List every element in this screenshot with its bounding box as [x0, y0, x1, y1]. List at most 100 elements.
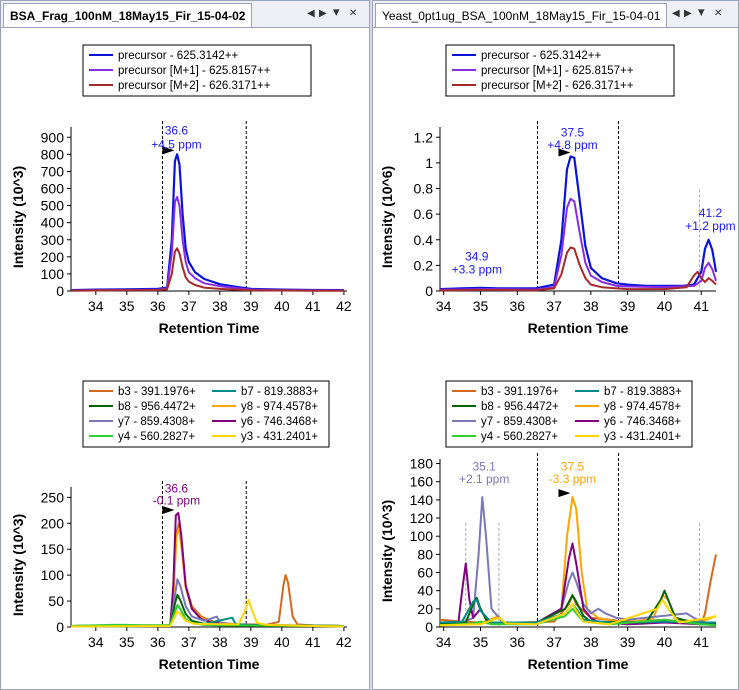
x-tick-label: 37 [181, 634, 197, 650]
y-tick-label: 1 [425, 155, 433, 171]
tab-strip: BSA_Frag_100nM_18May15_Fir_15-04-02 ◀ ▶ … [1, 1, 369, 28]
series-line [439, 496, 717, 626]
x-tick-label: 37 [181, 298, 197, 314]
x-tick-label: 35 [473, 298, 489, 314]
x-tick-label: 36 [150, 634, 166, 650]
tab-menu-icon[interactable]: ▾ [698, 4, 705, 19]
tab-prev-icon[interactable]: ◀ [307, 8, 315, 19]
legend-label: b7 - 819.3883+ [604, 386, 682, 398]
peak-annotation: +3.3 ppm [452, 262, 502, 276]
close-icon[interactable]: ✕ [714, 8, 723, 19]
y-tick-label: 140 [410, 492, 434, 508]
y-tick-label: 100 [41, 266, 65, 282]
y-tick-label: 0.4 [414, 232, 434, 248]
chart-yeast-fragments: 0 20 40 60 80 100 120 140 160 180 34 35 36 37 38 39 40 41… [379, 380, 717, 672]
y-tick-label: 300 [41, 232, 65, 248]
legend-label: y6 - 746.3468+ [241, 416, 318, 428]
y-tick-label: 1.2 [414, 129, 434, 145]
x-tick-label: 36 [509, 298, 525, 314]
apex-marker [558, 489, 571, 498]
x-tick-label: 34 [88, 298, 104, 314]
y-tick-label: 500 [41, 198, 65, 214]
series-line [439, 589, 716, 626]
y-tick-label: 60 [417, 565, 433, 581]
peak-annotation: -0.1 ppm [153, 493, 200, 507]
x-tick-label: 41 [305, 634, 321, 650]
legend-box [82, 44, 312, 97]
y-axis-label: Intensity (10^6) [379, 166, 395, 268]
series-line [70, 196, 344, 292]
legend-label: b7 - 819.3883+ [241, 386, 319, 398]
y-axis-label: Intensity (10^3) [10, 514, 26, 616]
x-tick-label: 39 [620, 298, 636, 314]
peak-annotation: 34.9 [465, 250, 489, 264]
x-tick-label: 35 [473, 634, 489, 650]
legend-label: y7 - 859.4308+ [481, 416, 558, 428]
y-axis-label: Intensity (10^3) [379, 500, 395, 602]
y-tick-label: 50 [48, 593, 64, 609]
y-tick-label: 700 [41, 163, 65, 179]
legend-label: y4 - 560.2827+ [118, 431, 195, 443]
peak-annotation: -3.3 ppm [549, 472, 596, 486]
y-tick-label: 80 [417, 546, 433, 562]
x-tick-label: 41 [693, 634, 709, 650]
x-tick-label: 40 [274, 634, 290, 650]
peak-annotation: +1.2 ppm [685, 219, 735, 233]
x-tick-label: 37 [546, 634, 562, 650]
x-tick-label: 42 [336, 634, 352, 650]
legend-label: b8 - 956.4472+ [118, 401, 196, 413]
legend-label: y7 - 859.4308+ [118, 416, 195, 428]
y-tick-label: 0 [56, 283, 64, 299]
peak-annotation: 41.2 [699, 206, 723, 220]
y-tick-label: 150 [41, 541, 65, 557]
x-tick-label: 39 [620, 634, 636, 650]
tab-prev-icon[interactable]: ◀ [672, 8, 680, 19]
legend-label: y8 - 974.4578+ [604, 401, 681, 413]
y-tick-label: 0.8 [414, 181, 434, 197]
legend-label: precursor [M+1] - 625.8157++ [118, 65, 271, 77]
peak-annotation: 36.6 [165, 481, 189, 495]
y-tick-label: 0 [56, 619, 64, 635]
series-line [439, 607, 717, 627]
legend-label: precursor - 625.3142++ [481, 50, 601, 62]
x-tick-label: 40 [274, 298, 290, 314]
x-axis-label: Retention Time [159, 320, 260, 336]
legend-label: precursor [M+2] - 626.3171++ [118, 80, 271, 92]
chromatogram-plots-right: 0 0.2 0.4 0.6 0.8 1 1.2 34 35 36 37 38 39 40 41 Retenti… [379, 44, 736, 672]
tab-next-icon[interactable]: ▶ [684, 8, 692, 19]
y-tick-label: 250 [41, 489, 65, 505]
y-tick-label: 120 [410, 510, 434, 526]
apex-marker [162, 146, 175, 155]
x-tick-label: 40 [657, 298, 673, 314]
legend-label: b8 - 956.4472+ [481, 401, 559, 413]
tab-next-icon[interactable]: ▶ [319, 8, 327, 19]
legend-label: y8 - 974.4578+ [241, 401, 318, 413]
series-line [439, 155, 718, 291]
y-tick-label: 200 [41, 515, 65, 531]
x-tick-label: 35 [119, 298, 135, 314]
legend-label: y6 - 746.3468+ [604, 416, 681, 428]
apex-marker [162, 505, 175, 514]
series-line [70, 527, 344, 627]
x-tick-label: 38 [583, 298, 599, 314]
chromatogram-pane-left: BSA_Frag_100nM_18May15_Fir_15-04-02 ◀ ▶ … [0, 0, 370, 690]
y-tick-label: 100 [41, 567, 65, 583]
tab-bsa-frag[interactable]: BSA_Frag_100nM_18May15_Fir_15-04-02 [3, 3, 253, 27]
x-tick-label: 41 [305, 298, 321, 314]
apex-marker [558, 148, 571, 157]
y-tick-label: 180 [410, 456, 434, 472]
legend-box [445, 380, 693, 448]
chart-bsa-fragments: 0 50 100 150 200 250 34 35 36 37 38 39 40 41 42 Retenti… [10, 380, 352, 672]
y-tick-label: 900 [41, 129, 65, 145]
x-tick-label: 36 [509, 634, 525, 650]
y-tick-label: 800 [41, 146, 65, 162]
close-icon[interactable]: ✕ [349, 8, 358, 19]
tab-strip: Yeast_0pt1ug_BSA_100nM_18May15_Fir_15-04… [373, 1, 738, 28]
peak-annotation: +4.5 ppm [151, 137, 201, 151]
tab-menu-icon[interactable]: ▾ [333, 4, 340, 19]
legend-box [445, 44, 675, 97]
y-tick-label: 160 [410, 474, 434, 490]
tab-yeast[interactable]: Yeast_0pt1ug_BSA_100nM_18May15_Fir_15-04… [375, 3, 668, 27]
y-tick-label: 100 [410, 528, 434, 544]
